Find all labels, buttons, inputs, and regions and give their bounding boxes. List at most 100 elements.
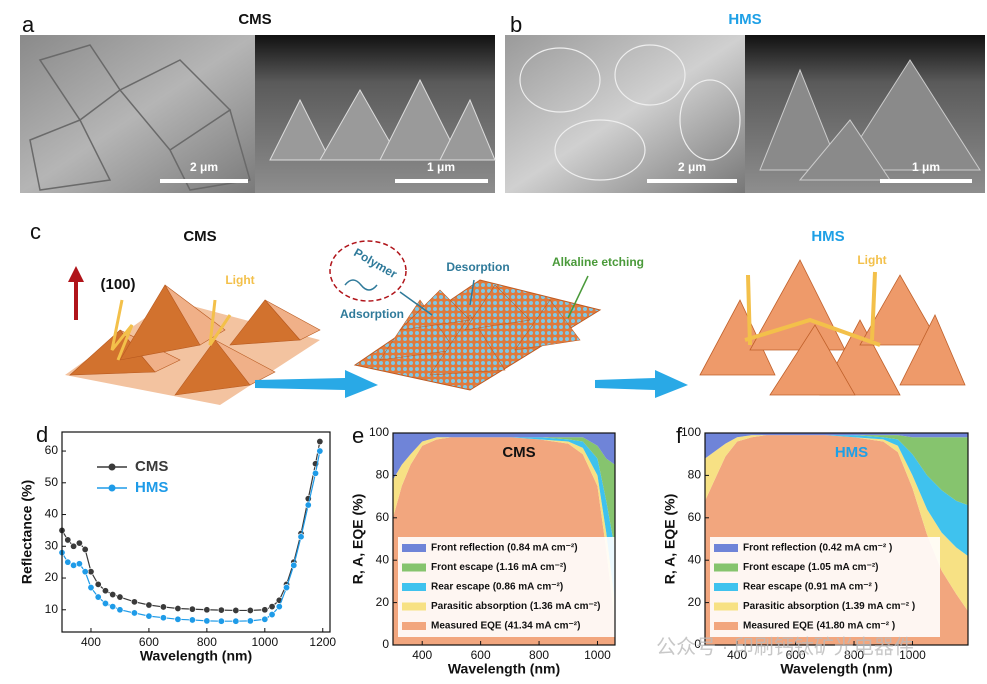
- hollow-pyramids: [699, 259, 966, 396]
- marker: [217, 617, 225, 625]
- y-tick-label: 20: [45, 570, 59, 584]
- x-axis-label: Wavelength (nm): [140, 648, 252, 664]
- legend-label: Parasitic absorption (1.39 mA cm⁻² ): [743, 601, 915, 612]
- marker: [87, 568, 95, 576]
- y-tick-label: 80: [688, 468, 702, 482]
- y-tick-label: 60: [688, 510, 702, 524]
- marker: [87, 584, 95, 592]
- marker: [316, 438, 324, 446]
- marker: [275, 603, 283, 611]
- y-axis-label: Reflectance (%): [19, 480, 35, 584]
- sem-image: [20, 35, 255, 193]
- y-tick-label: 100: [681, 425, 701, 439]
- y-axis-label: R, A, EQE (%): [662, 494, 678, 585]
- grain-outlines: [29, 44, 251, 191]
- x-tick-label: 400: [727, 648, 747, 662]
- marker: [312, 469, 320, 477]
- legend-swatch: [402, 622, 426, 630]
- arrow: [469, 279, 475, 306]
- y-tick-label: 60: [376, 510, 390, 524]
- marker: [70, 561, 78, 569]
- y-tick-label: 10: [45, 602, 59, 616]
- area: [393, 437, 615, 624]
- desorption-label: Desorption: [446, 260, 509, 274]
- grain-outlines: [519, 44, 741, 181]
- marker: [290, 561, 298, 569]
- area: [705, 435, 968, 506]
- marker: [116, 606, 124, 614]
- x-tick-label: 1000: [584, 648, 611, 662]
- marker: [217, 606, 225, 614]
- marker: [116, 593, 124, 601]
- marker: [101, 599, 109, 607]
- plot-frame: [392, 432, 616, 646]
- x-tick-label: 400: [81, 635, 101, 649]
- panel-letter: a: [22, 12, 35, 37]
- legend-swatch: [714, 563, 738, 572]
- pyramids: [379, 284, 581, 376]
- polymer-label: Polymer: [351, 245, 399, 281]
- x-axis-label: Wavelength (nm): [780, 661, 892, 677]
- arrow: [399, 291, 433, 316]
- plot-frame: [61, 431, 331, 633]
- x-tick-label: 400: [412, 648, 432, 662]
- legend-marker: [108, 484, 116, 492]
- marker: [75, 560, 83, 568]
- marker: [130, 609, 138, 617]
- legend-box: [710, 537, 940, 637]
- panel-letter: c: [30, 219, 41, 244]
- y-tick-label: 40: [376, 552, 390, 566]
- legend-label: Measured EQE (41.80 mA cm⁻² ): [743, 621, 895, 632]
- chart-title: HMS: [835, 444, 868, 461]
- area: [393, 433, 615, 480]
- marker: [81, 545, 89, 553]
- panel-title: HMS: [728, 11, 761, 28]
- arrow-head: [68, 266, 84, 282]
- marker: [81, 568, 89, 576]
- marker: [174, 605, 182, 613]
- marker: [159, 614, 167, 622]
- series-line: [61, 450, 321, 622]
- legend-label: HMS: [135, 479, 168, 496]
- watermark: 公众号 · 印刷钙钛矿光电器件: [656, 635, 914, 658]
- polymer-circle: [329, 240, 407, 302]
- arrow: [255, 370, 378, 398]
- marker: [283, 584, 291, 592]
- x-axis-label: Wavelength (nm): [448, 661, 560, 677]
- marker: [145, 612, 153, 620]
- legend-label: Rear escape (0.91 mA cm⁻² ): [743, 582, 878, 593]
- light-rays: [744, 271, 881, 347]
- series-line: [61, 441, 321, 612]
- sem-image: [255, 35, 495, 193]
- marker: [64, 558, 72, 566]
- light-rays: [110, 299, 232, 361]
- panel-letter: e: [352, 423, 364, 448]
- marker: [159, 603, 167, 611]
- marker: [203, 617, 211, 625]
- x-tick-label: 1000: [899, 648, 926, 662]
- sem-image: [505, 35, 745, 193]
- area: [393, 437, 615, 603]
- light-label: Light: [857, 253, 886, 267]
- marker: [94, 593, 102, 601]
- y-tick-label: 0: [694, 637, 701, 651]
- y-tick-label: 0: [382, 637, 389, 651]
- scale-label: 2 μm: [678, 160, 706, 174]
- marker: [94, 580, 102, 588]
- legend-box: [398, 537, 616, 637]
- x-tick-label: 600: [471, 648, 491, 662]
- scale-label: 2 μm: [190, 160, 218, 174]
- marker: [174, 615, 182, 623]
- panel-letter: b: [510, 12, 522, 37]
- marker: [70, 542, 78, 550]
- y-tick-label: 80: [376, 468, 390, 482]
- y-axis-label: R, A, EQE (%): [350, 494, 366, 585]
- marker: [268, 603, 276, 611]
- pyramids: [69, 284, 321, 396]
- marker: [130, 598, 138, 606]
- plane-label: (100): [100, 276, 135, 293]
- scale-label: 1 μm: [912, 160, 940, 174]
- x-tick-label: 800: [197, 635, 217, 649]
- legend-label: Front reflection (0.42 mA cm⁻² ): [743, 543, 892, 554]
